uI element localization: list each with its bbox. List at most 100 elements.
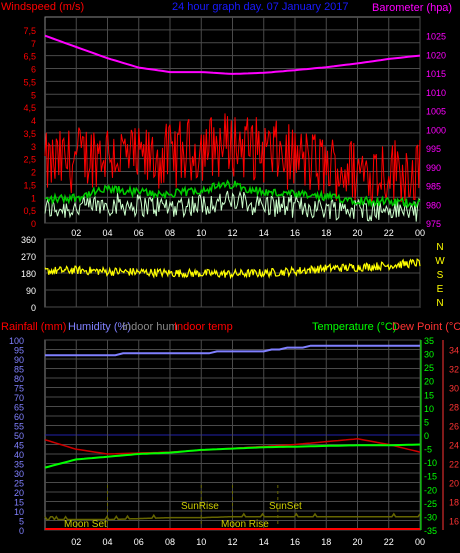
windspeed-tick-label: 1,5 xyxy=(23,180,36,190)
windspeed-tick-label: 5,5 xyxy=(23,77,36,87)
windspeed-axis-label: Windspeed (m/s) xyxy=(1,1,84,13)
windspeed-tick-label: 0 xyxy=(31,219,36,229)
hour-tick-label: 04 xyxy=(102,537,112,547)
temperature-axis-label: Temperature (°C) xyxy=(312,321,396,333)
hour-tick-label: 08 xyxy=(165,228,175,238)
hour-tick-label: 10 xyxy=(196,537,206,547)
windspeed-tick-label: 3,5 xyxy=(23,129,36,139)
direction-series xyxy=(44,258,421,280)
compass-letter: S xyxy=(437,270,444,281)
barometer-tick-label: 1005 xyxy=(426,107,446,117)
windspeed-tick-label: 7,5 xyxy=(23,26,36,36)
hour-tick-label: 18 xyxy=(321,537,331,547)
hour-tick-label: 14 xyxy=(259,537,269,547)
barometer-axis-label: Barometer (hpa) xyxy=(372,2,452,14)
temperature-tick-label: 10 xyxy=(424,404,434,414)
temperature-tick-label: 20 xyxy=(424,377,434,387)
hour-tick-label: 02 xyxy=(71,537,81,547)
wind-average-line xyxy=(44,179,421,209)
hour-tick-label: 22 xyxy=(384,228,394,238)
wind-panel-grid xyxy=(45,17,421,224)
barometer-line xyxy=(44,34,421,75)
dewpoint-tick-label: 22 xyxy=(449,460,459,470)
humidity-tick-label: 35 xyxy=(14,460,24,470)
windspeed-tick-label: 5 xyxy=(31,90,36,100)
hour-tick-label: 18 xyxy=(321,228,331,238)
dewpoint-axis-label: Dew Point (°C) xyxy=(392,321,460,333)
moon-set-label: Moon Set xyxy=(64,519,107,530)
barometer-tick-label: 990 xyxy=(426,163,441,173)
hour-tick-label: 20 xyxy=(352,537,362,547)
dewpoint-tick-label: 32 xyxy=(449,365,459,375)
indoor-temp-label: Indoor temp xyxy=(174,321,233,333)
temperature-tick-label: 5 xyxy=(424,417,429,427)
humidity-tick-label: 25 xyxy=(14,479,24,489)
direction-tick-label: 90 xyxy=(26,286,36,296)
temperature-tick-label: -35 xyxy=(424,526,437,536)
direction-tick-label: 180 xyxy=(21,269,36,279)
humidity-axis-label: Humidity (%) xyxy=(68,321,131,333)
windspeed-tick-label: 4,5 xyxy=(23,103,36,113)
hour-axis-bottom: 02 04 06 08 10 12 14 16 18 20 22 00 xyxy=(71,537,425,547)
humidity-tick-label: 40 xyxy=(14,450,24,460)
graph-title: 24 hour graph day. 07 January 2017 xyxy=(172,1,349,13)
temperature-tick-label: -10 xyxy=(424,458,437,468)
dewpoint-tick-label: 28 xyxy=(449,403,459,413)
barometer-tick-label: 1020 xyxy=(426,50,446,60)
temperature-tick-label: 0 xyxy=(424,431,429,441)
wind-series xyxy=(44,34,421,222)
indoor-hum-label: Indoor hum xyxy=(122,321,178,333)
dewpoint-tick-label: 18 xyxy=(449,498,459,508)
barometer-tick-label: 975 xyxy=(426,219,441,229)
hour-tick-label: 00 xyxy=(415,537,425,547)
humidity-tick-label: 50 xyxy=(14,431,24,441)
temperature-tick-label: -5 xyxy=(424,445,432,455)
hour-axis-top: 02 04 06 08 10 12 14 16 18 20 22 00 xyxy=(71,228,425,238)
windspeed-tick-label: 0,5 xyxy=(23,206,36,216)
windspeed-y-axis: 0 0,5 1 1,5 2 2,5 3 3,5 4 4,5 5 5,5 6 6,5 7 7,5 xyxy=(23,26,36,229)
temperature-tick-label: -25 xyxy=(424,499,437,509)
humidity-tick-label: 75 xyxy=(14,384,24,394)
direction-y-axis: 0 90 180 270 360 xyxy=(21,235,36,313)
humidity-tick-label: 70 xyxy=(14,393,24,403)
temperature-y-axis: -35 -30 -25 -20 -15 -10 -5 0 5 10 15 20 25 30 35 xyxy=(420,336,437,536)
temp-series xyxy=(44,344,421,530)
humidity-tick-label: 90 xyxy=(14,355,24,365)
compass-letter: W xyxy=(435,256,445,267)
temperature-tick-label: -15 xyxy=(424,472,437,482)
barometer-tick-label: 1025 xyxy=(426,32,446,42)
dewpoint-y-axis: 16 18 20 22 24 26 28 30 32 34 xyxy=(442,340,459,530)
temperature-line xyxy=(44,443,421,469)
direction-tick-label: 0 xyxy=(31,303,36,313)
windspeed-tick-label: 2 xyxy=(31,168,36,178)
direction-tick-label: 360 xyxy=(21,235,36,245)
direction-tick-label: 270 xyxy=(21,252,36,262)
windspeed-tick-label: 2,5 xyxy=(23,155,36,165)
windspeed-line xyxy=(44,113,421,204)
hour-tick-label: 06 xyxy=(134,537,144,547)
compass-letter: N xyxy=(436,298,443,309)
humidity-tick-label: 45 xyxy=(14,441,24,451)
humidity-tick-label: 95 xyxy=(14,346,24,356)
barometer-tick-label: 980 xyxy=(426,200,441,210)
hour-tick-label: 10 xyxy=(196,228,206,238)
barometer-y-axis: 975 980 985 990 995 1000 1005 1010 1015 1020 1025 xyxy=(426,32,446,229)
dewpoint-tick-label: 16 xyxy=(449,517,459,527)
barometer-tick-label: 985 xyxy=(426,182,441,192)
hour-tick-label: 20 xyxy=(352,228,362,238)
hour-tick-label: 08 xyxy=(165,537,175,547)
direction-line xyxy=(44,258,421,280)
humidity-tick-label: 85 xyxy=(14,365,24,375)
windspeed-tick-label: 3 xyxy=(31,142,36,152)
temperature-tick-label: -30 xyxy=(424,512,437,522)
dewpoint-tick-label: 20 xyxy=(449,479,459,489)
hour-tick-label: 16 xyxy=(290,228,300,238)
temperature-tick-label: 15 xyxy=(424,390,434,400)
hour-tick-label: 14 xyxy=(259,228,269,238)
windspeed-tick-label: 6 xyxy=(31,65,36,75)
barometer-tick-label: 1015 xyxy=(426,69,446,79)
rainfall-axis-label: Rainfall (mm) xyxy=(1,321,66,333)
dewpoint-tick-label: 24 xyxy=(449,441,459,451)
